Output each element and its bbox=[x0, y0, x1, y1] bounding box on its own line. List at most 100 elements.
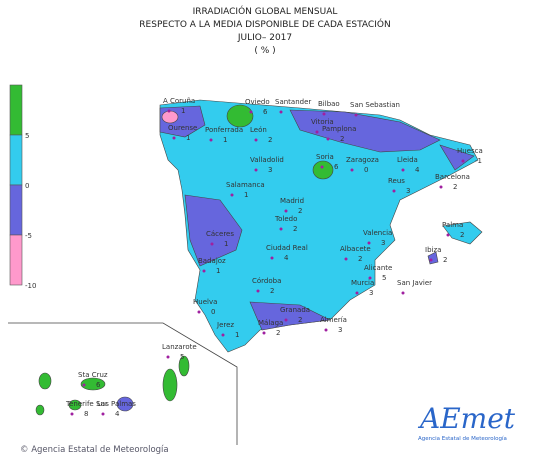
station-dot bbox=[461, 159, 465, 163]
header: IRRADIACIÓN GLOBAL MENSUAL RESPECTO A LA… bbox=[139, 5, 390, 56]
station-value: 2 bbox=[298, 316, 302, 324]
station-dot bbox=[284, 209, 288, 213]
title-line: ( % ) bbox=[254, 46, 275, 56]
station-name: Jerez bbox=[216, 321, 234, 329]
station-name: Sta Cruz bbox=[78, 371, 108, 379]
station-name: Albacete bbox=[340, 245, 371, 253]
station-dot bbox=[210, 242, 214, 246]
station-dot bbox=[209, 138, 213, 142]
station-dot bbox=[254, 138, 258, 142]
station-value: 2 bbox=[460, 231, 464, 239]
station-value: 6 bbox=[263, 108, 268, 116]
station-value: 3 bbox=[406, 187, 410, 195]
station-value: 4 bbox=[284, 254, 289, 262]
station-name: Vitoria bbox=[311, 118, 334, 126]
station-dot bbox=[322, 112, 326, 116]
station-value: -1 bbox=[475, 157, 482, 165]
station-dot bbox=[446, 233, 450, 237]
station-name: Murcia bbox=[351, 279, 374, 287]
station-value: 1 bbox=[181, 107, 185, 115]
station-dot bbox=[172, 136, 176, 140]
station-value: 5 bbox=[382, 274, 386, 282]
station-value: 2 bbox=[453, 183, 457, 191]
station-name: San Javier bbox=[397, 279, 432, 287]
station-dot bbox=[166, 355, 170, 359]
legend-tick-label: 5 bbox=[25, 132, 29, 140]
station-name: Las Palmas bbox=[97, 400, 136, 408]
title-line: IRRADIACIÓN GLOBAL MENSUAL bbox=[193, 5, 338, 17]
station-dot bbox=[367, 241, 371, 245]
station-value: 2 bbox=[293, 225, 297, 233]
station-dot bbox=[167, 109, 171, 113]
station-dot bbox=[230, 193, 234, 197]
station-name: Málaga bbox=[258, 319, 283, 327]
station-name: Huesca bbox=[457, 147, 483, 155]
station-dot bbox=[256, 289, 260, 293]
station-dot bbox=[354, 113, 358, 117]
station-name: Reus bbox=[388, 177, 405, 185]
station-value: 0 bbox=[364, 166, 368, 174]
logo-subtitle: Agencia Estatal de Meteorología bbox=[418, 435, 507, 442]
station-value: 8 bbox=[84, 410, 88, 418]
station-dot bbox=[401, 168, 405, 172]
station-dot bbox=[279, 110, 283, 114]
station-value: 4 bbox=[415, 166, 420, 174]
station-name: Ibiza bbox=[425, 246, 441, 254]
station-dot bbox=[70, 412, 74, 416]
station-dot bbox=[284, 318, 288, 322]
station-value: 2 bbox=[268, 136, 272, 144]
legend-tick-label: -10 bbox=[25, 282, 36, 290]
legend-swatch bbox=[9, 234, 23, 286]
station-name: Valladolid bbox=[250, 156, 284, 164]
station-value: 1 bbox=[244, 191, 248, 199]
inset-frame bbox=[8, 322, 238, 445]
station-name: Lleida bbox=[397, 156, 418, 164]
station-value: 4 bbox=[115, 410, 120, 418]
station-name: San Sebastian bbox=[350, 101, 400, 109]
station-name: León bbox=[250, 126, 267, 134]
station-name: Barcelona bbox=[435, 173, 470, 181]
station-value: 1 bbox=[223, 136, 227, 144]
station-dot bbox=[279, 227, 283, 231]
station-dot bbox=[315, 130, 319, 134]
station-name: Badajoz bbox=[198, 257, 226, 265]
station-value: 0 bbox=[211, 308, 215, 316]
station-name: Almería bbox=[320, 316, 347, 324]
station-dot bbox=[320, 165, 324, 169]
title-line: JULIO– 2017 bbox=[237, 33, 292, 43]
station-value: 2 bbox=[358, 255, 362, 263]
station-value: 3 bbox=[338, 326, 342, 334]
station-value: 3 bbox=[268, 166, 272, 174]
station-dot bbox=[197, 310, 201, 314]
station-dot bbox=[254, 168, 258, 172]
legend-swatch bbox=[9, 84, 23, 136]
station-name: Ponferrada bbox=[205, 126, 243, 134]
station-dot bbox=[401, 291, 405, 295]
copyright: © Agencia Estatal de Meteorología bbox=[20, 445, 169, 455]
station-name: Lanzarote bbox=[162, 343, 197, 351]
station-value: 1 bbox=[235, 331, 239, 339]
station-name: Tenerife Sur bbox=[65, 400, 108, 408]
stations: A Coruña 1 Oviedo 6 Santander Bilbao San Sebas… bbox=[65, 97, 483, 418]
land bbox=[35, 99, 483, 416]
station-dot bbox=[392, 189, 396, 193]
legend-swatch bbox=[9, 134, 23, 186]
station-dot bbox=[262, 331, 266, 335]
legend-bar bbox=[9, 84, 23, 286]
station-dot bbox=[326, 137, 330, 141]
station-name: Santander bbox=[275, 98, 311, 106]
station-value: 3 bbox=[381, 239, 385, 247]
station-dot bbox=[249, 110, 253, 114]
station-dot bbox=[368, 276, 372, 280]
station-name: Valencia bbox=[363, 229, 392, 237]
station-value: 2 bbox=[340, 135, 344, 143]
station-name: Ourense bbox=[168, 124, 197, 132]
station-name: Madrid bbox=[280, 197, 304, 205]
station-value: 6 bbox=[96, 381, 101, 389]
station-name: Ciudad Real bbox=[266, 244, 308, 252]
legend-tick-label: 0 bbox=[25, 182, 29, 190]
station-dot bbox=[439, 185, 443, 189]
station-name: Bilbao bbox=[318, 100, 340, 108]
station-name: Huelva bbox=[193, 298, 217, 306]
